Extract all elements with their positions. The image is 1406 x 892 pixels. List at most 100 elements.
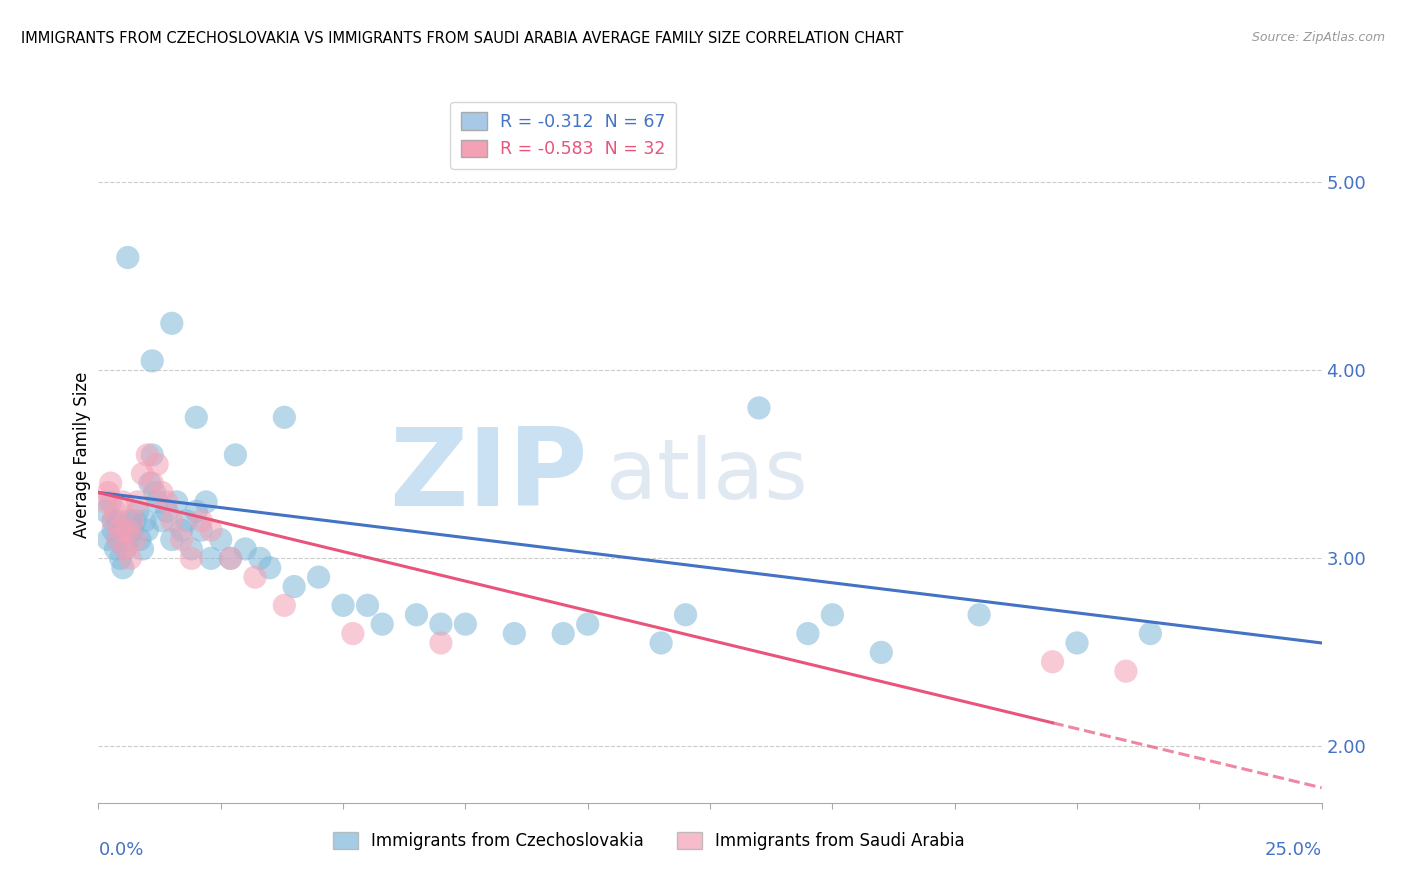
- Point: [114, 541, 136, 556]
- Point: [243, 570, 266, 584]
- Point: [110, 551, 132, 566]
- Point: [143, 485, 166, 500]
- Point: [405, 607, 427, 622]
- Point: [120, 514, 142, 528]
- Point: [797, 626, 820, 640]
- Text: ZIP: ZIP: [389, 423, 588, 529]
- Point: [94, 495, 117, 509]
- Point: [100, 476, 122, 491]
- Point: [117, 523, 139, 537]
- Point: [283, 580, 305, 594]
- Point: [180, 551, 202, 566]
- Point: [332, 599, 354, 613]
- Point: [170, 533, 193, 547]
- Point: [249, 551, 271, 566]
- Point: [176, 514, 198, 528]
- Point: [107, 533, 129, 547]
- Point: [190, 523, 212, 537]
- Point: [150, 514, 173, 528]
- Point: [139, 476, 162, 491]
- Point: [129, 533, 152, 547]
- Point: [94, 504, 117, 518]
- Point: [224, 448, 246, 462]
- Point: [170, 523, 193, 537]
- Point: [553, 626, 575, 640]
- Point: [160, 533, 183, 547]
- Point: [233, 541, 256, 556]
- Point: [136, 523, 159, 537]
- Point: [200, 523, 222, 537]
- Point: [111, 495, 134, 509]
- Point: [127, 504, 149, 518]
- Point: [104, 541, 127, 556]
- Point: [100, 495, 122, 509]
- Point: [141, 448, 163, 462]
- Point: [101, 514, 124, 528]
- Point: [180, 541, 202, 556]
- Point: [111, 560, 134, 574]
- Point: [675, 607, 697, 622]
- Point: [160, 316, 183, 330]
- Point: [124, 514, 146, 528]
- Point: [156, 495, 179, 509]
- Point: [273, 410, 295, 425]
- Point: [117, 251, 139, 265]
- Point: [186, 410, 208, 425]
- Point: [356, 599, 378, 613]
- Point: [576, 617, 599, 632]
- Point: [156, 504, 179, 518]
- Point: [454, 617, 477, 632]
- Point: [342, 626, 364, 640]
- Point: [114, 541, 136, 556]
- Point: [166, 495, 188, 509]
- Point: [101, 514, 124, 528]
- Point: [190, 514, 212, 528]
- Point: [131, 541, 153, 556]
- Text: 0.0%: 0.0%: [98, 841, 143, 859]
- Point: [107, 514, 129, 528]
- Point: [371, 617, 394, 632]
- Point: [121, 523, 143, 537]
- Point: [97, 533, 120, 547]
- Point: [821, 607, 844, 622]
- Point: [141, 354, 163, 368]
- Point: [870, 645, 893, 659]
- Point: [124, 533, 146, 547]
- Point: [273, 599, 295, 613]
- Point: [120, 551, 142, 566]
- Text: Source: ZipAtlas.com: Source: ZipAtlas.com: [1251, 31, 1385, 45]
- Point: [430, 636, 453, 650]
- Point: [219, 551, 242, 566]
- Point: [117, 533, 139, 547]
- Y-axis label: Average Family Size: Average Family Size: [73, 372, 91, 538]
- Point: [259, 560, 281, 574]
- Point: [1042, 655, 1064, 669]
- Point: [308, 570, 330, 584]
- Point: [219, 551, 242, 566]
- Point: [748, 401, 770, 415]
- Text: IMMIGRANTS FROM CZECHOSLOVAKIA VS IMMIGRANTS FROM SAUDI ARABIA AVERAGE FAMILY SI: IMMIGRANTS FROM CZECHOSLOVAKIA VS IMMIGR…: [21, 31, 904, 46]
- Point: [136, 448, 159, 462]
- Point: [650, 636, 672, 650]
- Point: [141, 476, 163, 491]
- Point: [186, 504, 208, 518]
- Point: [127, 495, 149, 509]
- Point: [107, 533, 129, 547]
- Point: [160, 514, 183, 528]
- Point: [503, 626, 526, 640]
- Point: [146, 495, 169, 509]
- Point: [200, 551, 222, 566]
- Point: [967, 607, 990, 622]
- Point: [1115, 664, 1137, 678]
- Text: 25.0%: 25.0%: [1264, 841, 1322, 859]
- Point: [150, 485, 173, 500]
- Point: [134, 514, 156, 528]
- Point: [121, 514, 143, 528]
- Point: [97, 485, 120, 500]
- Point: [101, 523, 124, 537]
- Text: atlas: atlas: [606, 435, 808, 516]
- Legend: Immigrants from Czechoslovakia, Immigrants from Saudi Arabia: Immigrants from Czechoslovakia, Immigran…: [326, 826, 972, 857]
- Point: [209, 533, 232, 547]
- Point: [1139, 626, 1161, 640]
- Point: [195, 495, 218, 509]
